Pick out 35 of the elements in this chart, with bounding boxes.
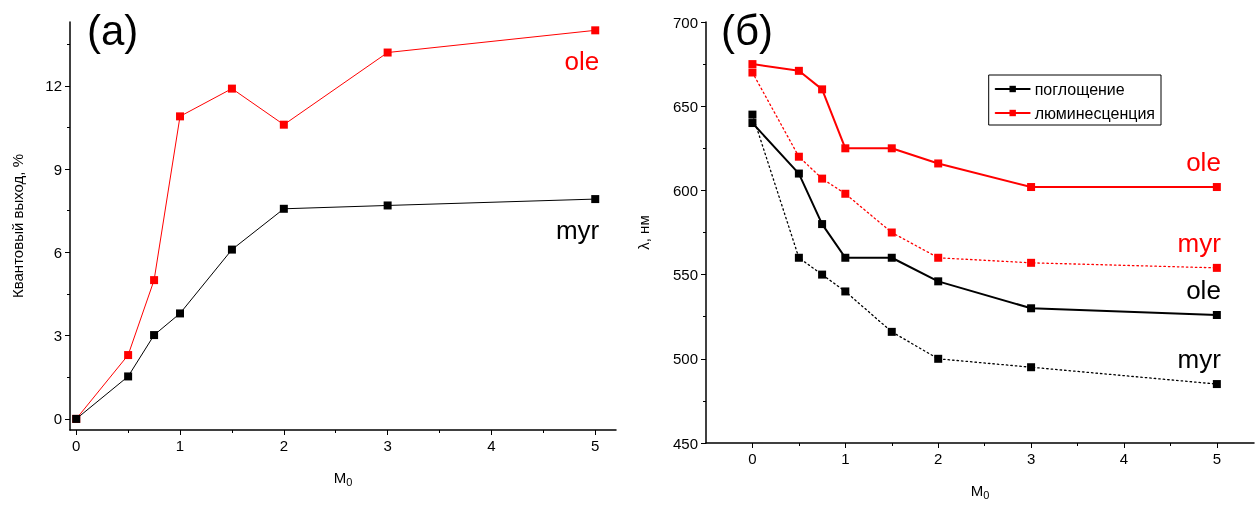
y-tick-label: 6 [53, 243, 62, 261]
x-tick-label: 3 [1026, 450, 1036, 467]
x-tick-label: 3 [383, 437, 392, 454]
legend-label: поглощение [1034, 80, 1125, 98]
annotation: ole [1186, 275, 1221, 306]
y-axis-title: Квантовый выход, % [9, 153, 26, 299]
chart-title: (a) [87, 6, 139, 54]
annotation: myr [1177, 227, 1222, 258]
y-tick-label: 500 [672, 350, 698, 368]
x-tick-label: 5 [591, 437, 600, 454]
annotation: ole [564, 46, 600, 77]
x-tick-label: 2 [279, 437, 288, 454]
x-tick-label: 0 [748, 450, 757, 467]
annotation: myr [1177, 344, 1222, 375]
y-tick-label: 650 [672, 97, 698, 115]
y-tick-label: 600 [672, 181, 698, 199]
x-tick-label: 4 [1119, 450, 1129, 467]
x-tick-label: 1 [841, 450, 850, 467]
y-tick-label: 700 [672, 13, 698, 31]
y-tick-label: 9 [53, 160, 62, 178]
chart-title: (б) [721, 6, 774, 54]
x-tick-label: 5 [1212, 450, 1222, 467]
y-tick-label: 450 [672, 434, 698, 452]
annotation: myr [555, 215, 600, 246]
annotation: ole [1186, 147, 1221, 178]
y-tick-label: 3 [53, 327, 62, 345]
y-tick-label: 0 [53, 410, 62, 428]
x-tick-label: 2 [934, 450, 943, 467]
y-axis-title: λ, нм [635, 215, 652, 250]
x-tick-label: 4 [487, 437, 496, 454]
y-tick-label: 550 [672, 266, 698, 284]
x-tick-label: 1 [175, 437, 185, 454]
legend-label: люминесценция [1034, 104, 1155, 122]
x-tick-label: 0 [72, 437, 81, 454]
y-tick-label: 12 [45, 77, 62, 95]
